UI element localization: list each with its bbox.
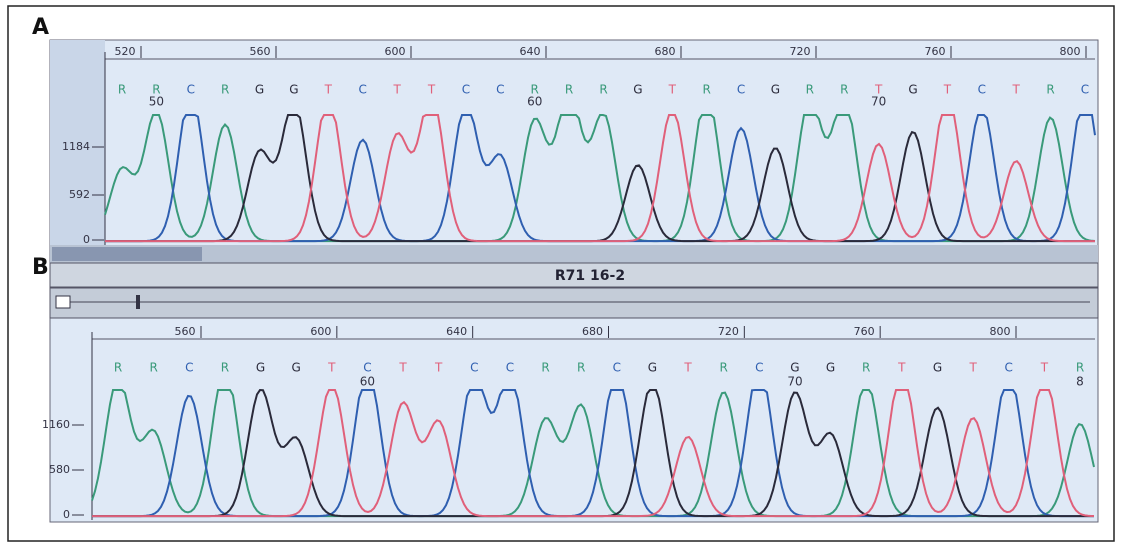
base-call: R <box>840 83 848 97</box>
position-label: 50 <box>149 95 164 109</box>
base-call: C <box>506 361 514 375</box>
base-call: C <box>496 83 504 97</box>
ruler-label: 600 <box>385 45 406 58</box>
base-call: C <box>755 361 763 375</box>
ruler-label: 520 <box>115 45 136 58</box>
base-call: G <box>771 83 780 97</box>
y-label: 592 <box>69 188 90 201</box>
base-call: T <box>1012 83 1021 97</box>
base-call: G <box>256 361 265 375</box>
base-call: C <box>1005 361 1013 375</box>
base-call: R <box>152 83 160 97</box>
base-call: T <box>1040 361 1049 375</box>
base-call: T <box>327 361 336 375</box>
panel-label: B <box>32 255 49 280</box>
base-call: C <box>613 361 621 375</box>
base-call: R <box>703 83 711 97</box>
base-call: C <box>185 361 193 375</box>
base-call: R <box>221 361 229 375</box>
base-call: G <box>291 361 300 375</box>
base-call: R <box>720 361 728 375</box>
base-call: G <box>648 361 657 375</box>
ruler-label: 680 <box>655 45 676 58</box>
y-label: 1160 <box>42 418 70 431</box>
base-call: C <box>737 83 745 97</box>
base-call: R <box>114 361 122 375</box>
base-call: C <box>363 361 371 375</box>
base-call: R <box>599 83 607 97</box>
base-call: T <box>324 83 333 97</box>
title-bar <box>49 262 1099 288</box>
base-call: R <box>806 83 814 97</box>
base-call: T <box>968 361 977 375</box>
base-call: T <box>943 83 952 97</box>
base-call: R <box>531 83 539 97</box>
base-call: R <box>541 361 549 375</box>
tool-icons <box>52 247 202 261</box>
slider-thumb[interactable] <box>136 295 140 309</box>
y-label: 580 <box>49 463 70 476</box>
ruler-label: 720 <box>790 45 811 58</box>
base-call: C <box>187 83 195 97</box>
trace-title: R71 16-2 <box>555 268 625 284</box>
ruler-label: 760 <box>854 325 875 338</box>
base-call: T <box>874 83 883 97</box>
base-call: T <box>683 361 692 375</box>
y-label: 0 <box>83 233 90 246</box>
position-label: 60 <box>527 95 542 109</box>
base-call: T <box>427 83 436 97</box>
ruler-label: 680 <box>582 325 603 338</box>
base-call: R <box>577 361 585 375</box>
base-call: T <box>897 361 906 375</box>
base-call: G <box>933 361 942 375</box>
slider-bar <box>49 287 1099 319</box>
base-call: R <box>149 361 157 375</box>
base-call: C <box>462 83 470 97</box>
base-call: T <box>392 83 401 97</box>
base-call: R <box>565 83 573 97</box>
trace <box>105 114 1095 243</box>
base-call: G <box>255 83 264 97</box>
ruler-label: 560 <box>250 45 271 58</box>
base-call: T <box>434 361 443 375</box>
ruler-label: 560 <box>175 325 196 338</box>
base-call: C <box>978 83 986 97</box>
base-call: C <box>470 361 478 375</box>
base-call: G <box>289 83 298 97</box>
ruler-label: 760 <box>925 45 946 58</box>
trace <box>92 389 1094 518</box>
ruler-label: 800 <box>990 325 1011 338</box>
base-call: C <box>1081 83 1089 97</box>
base-call: R <box>221 83 229 97</box>
base-call: G <box>908 83 917 97</box>
base-call: G <box>633 83 642 97</box>
base-call: G <box>826 361 835 375</box>
base-call: T <box>668 83 677 97</box>
toolbar <box>50 245 1098 263</box>
ruler-label: 640 <box>446 325 467 338</box>
lock-icon[interactable] <box>55 295 71 309</box>
position-label: 60 <box>360 375 375 389</box>
base-call: C <box>359 83 367 97</box>
position-label: 70 <box>787 375 802 389</box>
ruler-label: 600 <box>310 325 331 338</box>
y-label: 0 <box>63 508 70 521</box>
base-call: R <box>1046 83 1054 97</box>
position-label: 70 <box>871 95 886 109</box>
ruler-label: 640 <box>520 45 541 58</box>
ruler-label: 720 <box>718 325 739 338</box>
base-call: R <box>862 361 870 375</box>
base-call: T <box>398 361 407 375</box>
position-label: 8 <box>1076 375 1084 389</box>
base-call: R <box>118 83 126 97</box>
panel-label: A <box>32 15 49 40</box>
base-call: G <box>790 361 799 375</box>
y-label: 1184 <box>62 140 90 153</box>
axis-strip <box>50 40 105 245</box>
base-call: R <box>1076 361 1084 375</box>
ruler-label: 800 <box>1060 45 1081 58</box>
